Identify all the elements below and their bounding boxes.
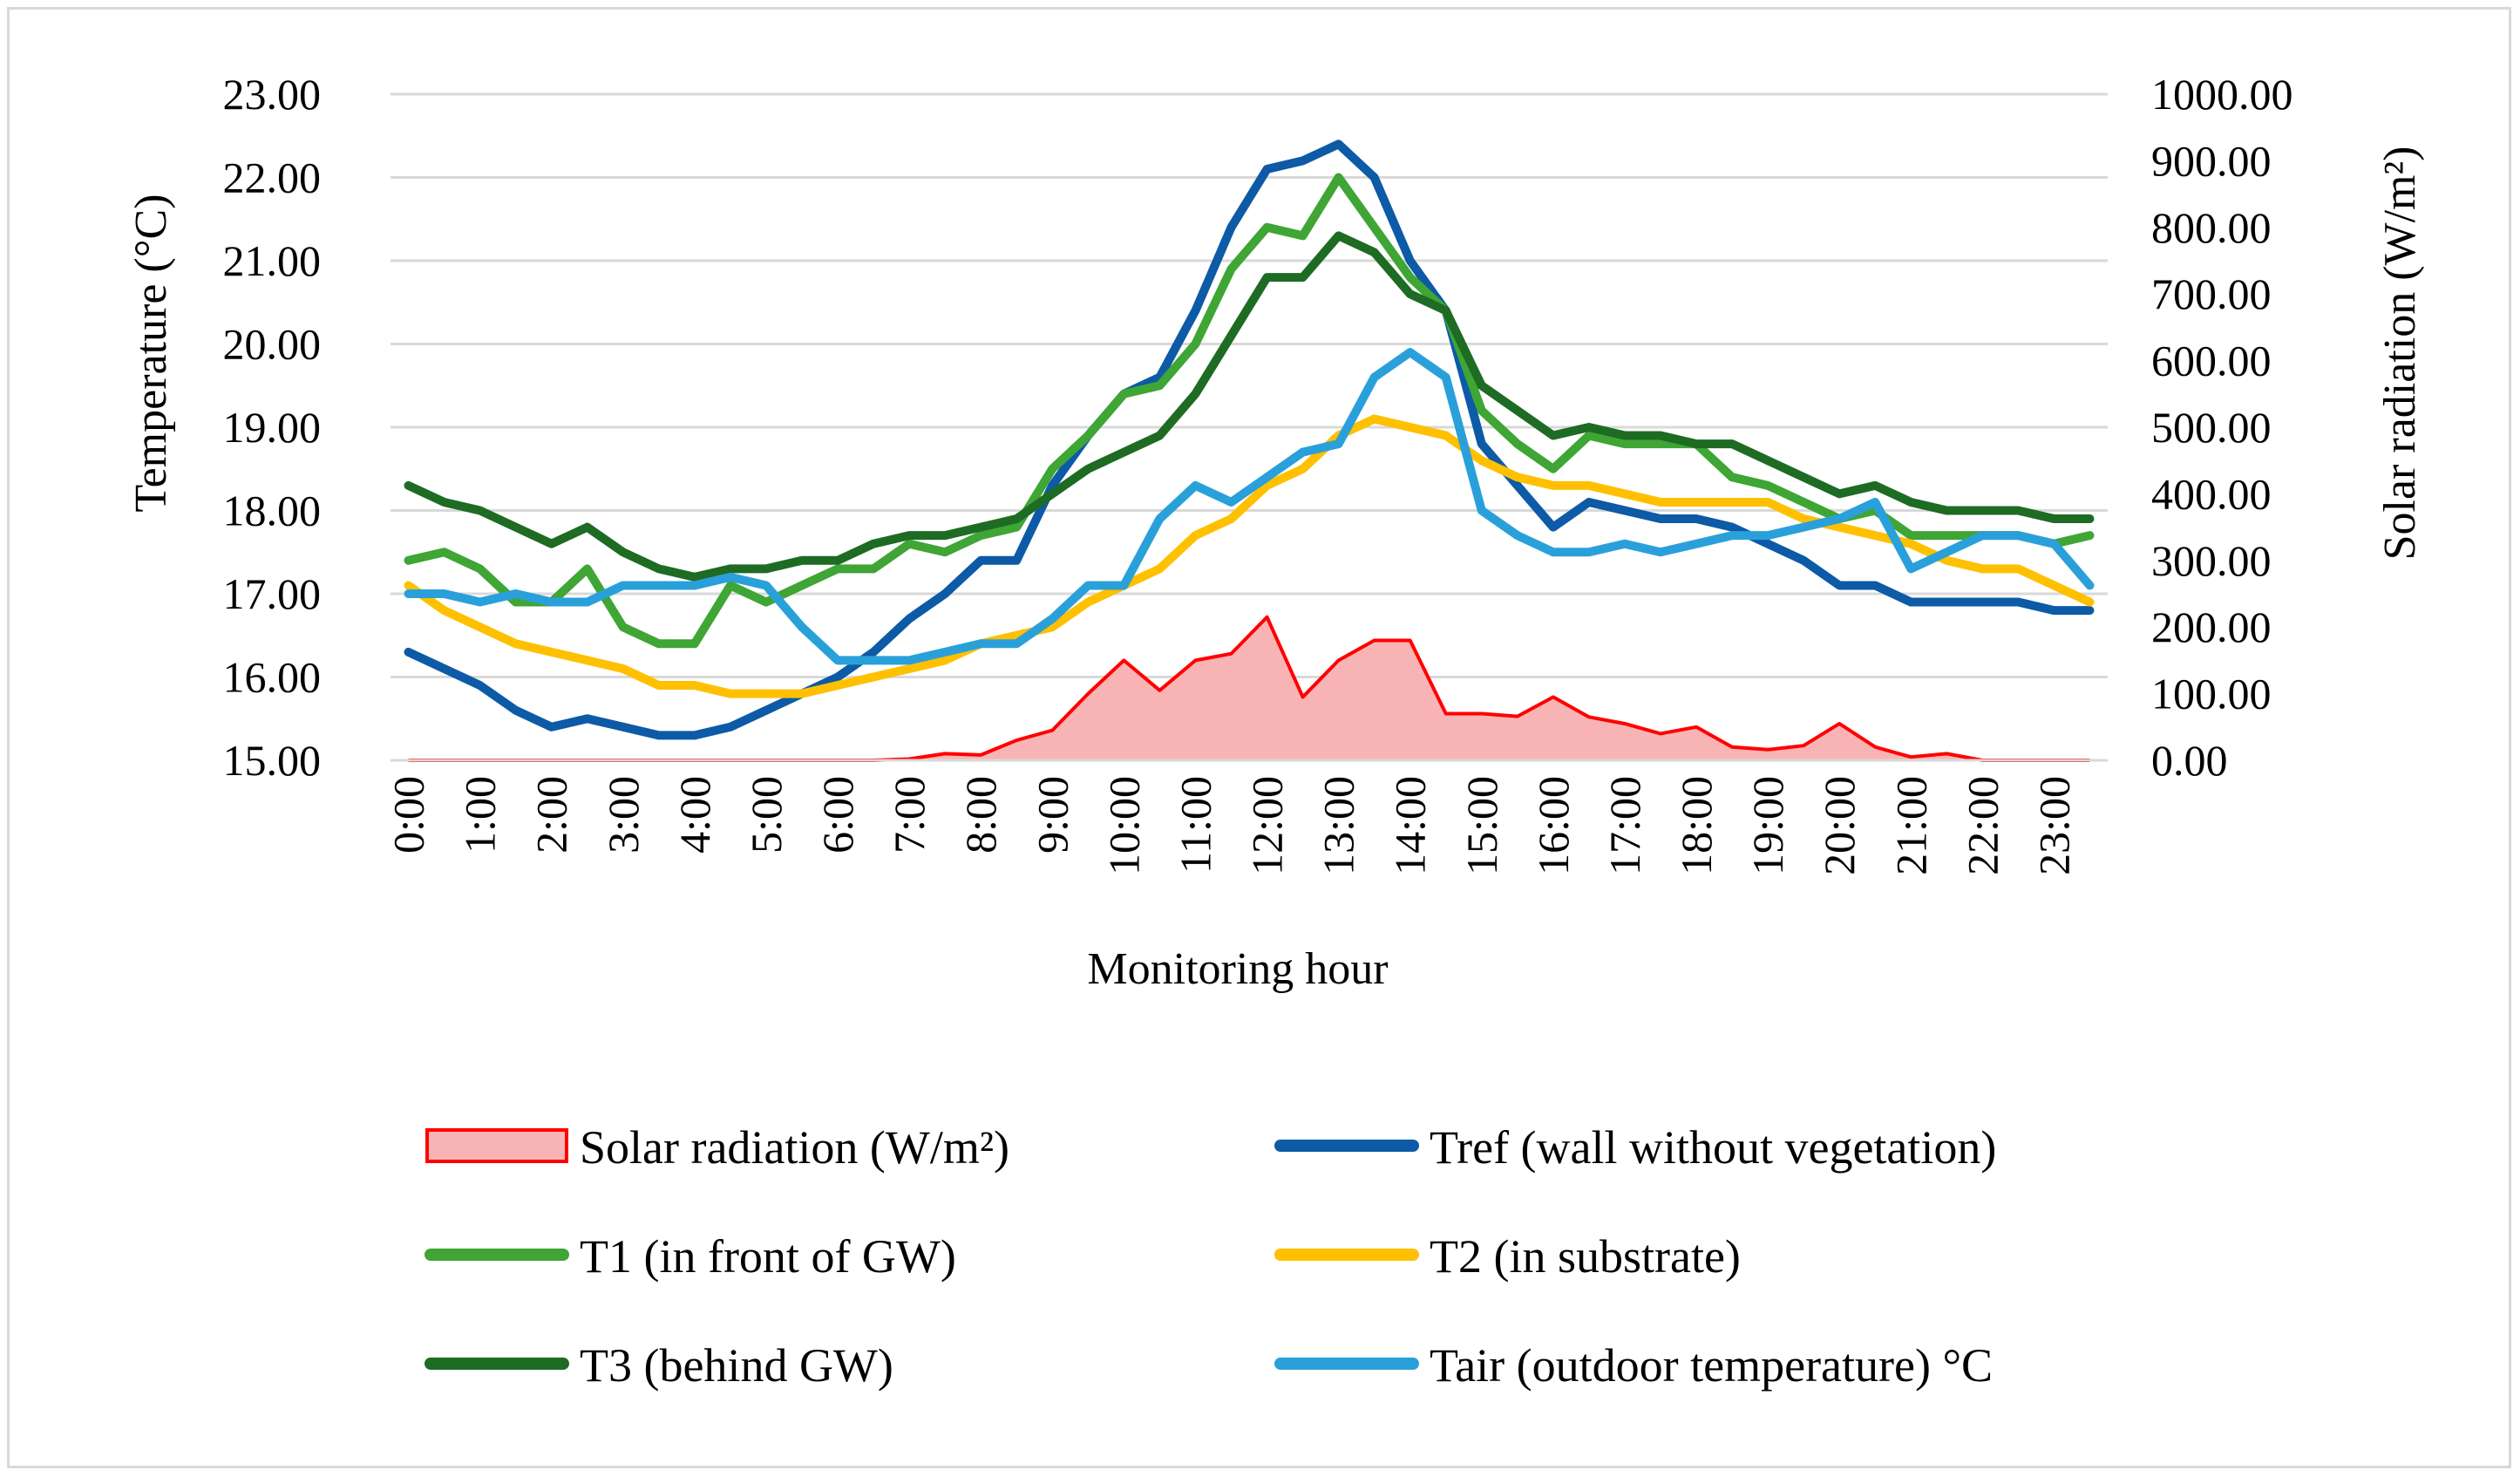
y-axis-title: Temperature (°C) [126, 194, 176, 512]
x-tick-label: 8:00 [956, 776, 1005, 854]
x-tick-label: 22:00 [1958, 776, 2007, 875]
legend-label-tref: Tref (wall without vegetation) [1430, 1121, 1996, 1174]
y2-tick-label: 1000.00 [2151, 70, 2293, 119]
solar-radiation-area [408, 616, 2090, 760]
y2-tick-label: 0.00 [2151, 736, 2228, 785]
y-tick-label: 17.00 [223, 569, 322, 618]
x-tick-label: 7:00 [885, 776, 934, 854]
x-tick-label: 4:00 [670, 776, 719, 854]
y-tick-label: 18.00 [223, 487, 322, 535]
y-tick-label: 20.00 [223, 320, 322, 369]
x-tick-label: 21:00 [1886, 776, 1935, 875]
x-tick-label: 11:00 [1171, 776, 1219, 874]
series-line-t3 [404, 231, 2095, 582]
y2-tick-label: 900.00 [2151, 136, 2272, 185]
x-tick-label: 20:00 [1815, 776, 1864, 875]
x-tick-label: 6:00 [813, 776, 862, 854]
x-tick-label: 23:00 [2029, 776, 2078, 875]
x-tick-label: 14:00 [1386, 776, 1435, 875]
y-tick-label: 22.00 [223, 153, 322, 202]
y2-tick-label: 400.00 [2151, 469, 2272, 518]
series-line-t2 [404, 414, 2095, 698]
y2-tick-label: 700.00 [2151, 269, 2272, 318]
x-tick-label: 3:00 [599, 776, 648, 854]
y2-tick-label: 100.00 [2151, 670, 2272, 718]
x-tick-label: 1:00 [456, 776, 505, 854]
x-axis-title: Monitoring hour [1087, 944, 1388, 994]
x-tick-label: 12:00 [1243, 776, 1292, 875]
x-axis-ticks: 0:00 1:00 2:00 3:00 4:00 5:00 6:00 7:00 8:00 9:00… [384, 776, 2079, 875]
x-tick-label: 10:00 [1099, 776, 1148, 875]
legend-label-t1: T1 (in front of GW) [580, 1230, 956, 1283]
y2-axis-title: Solar radiation (W/m²) [2375, 146, 2425, 561]
y2-tick-label: 200.00 [2151, 602, 2272, 651]
x-tick-label: 13:00 [1314, 776, 1363, 875]
x-tick-label: 19:00 [1743, 776, 1792, 875]
y2-tick-label: 300.00 [2151, 536, 2272, 585]
x-tick-label: 16:00 [1529, 776, 1578, 875]
legend-label-t2: T2 (in substrate) [1430, 1230, 1741, 1283]
y2-tick-label: 600.00 [2151, 337, 2272, 385]
x-tick-label: 2:00 [527, 776, 576, 854]
series-line-tair [404, 348, 2095, 665]
right-axis-ticks: 0.00 100.00 200.00 300.00 400.00 500.00 600.00… [2151, 70, 2293, 785]
series-line-tref [404, 140, 2095, 740]
legend-label-t3: T3 (behind GW) [580, 1339, 893, 1392]
line-series-layer [404, 140, 2095, 740]
y-tick-label: 16.00 [223, 653, 322, 702]
x-tick-label: 17:00 [1600, 776, 1649, 875]
y2-tick-label: 500.00 [2151, 403, 2272, 452]
series-line-t1 [404, 173, 2095, 649]
gridlines [391, 92, 2108, 678]
legend-label-solar: Solar radiation (W/m²) [580, 1121, 1009, 1174]
legend-label-tair: Tair (outdoor temperature) °C [1430, 1339, 1993, 1392]
y-tick-label: 15.00 [223, 736, 322, 785]
legend-swatch-solar [425, 1128, 568, 1163]
left-axis-ticks: 15.00 16.00 17.00 18.00 19.00 20.00 21.00 22.00… [223, 70, 322, 785]
x-tick-label: 0:00 [384, 776, 433, 854]
legend: Solar radiation (W/m²) Tref (wall without… [425, 1121, 1996, 1392]
x-tick-label: 18:00 [1672, 776, 1721, 875]
x-tick-label: 5:00 [742, 776, 791, 854]
y-tick-label: 23.00 [223, 70, 322, 119]
y2-tick-label: 800.00 [2151, 203, 2272, 252]
x-tick-label: 15:00 [1457, 776, 1506, 875]
x-tick-label: 9:00 [1028, 776, 1077, 854]
y-tick-label: 19.00 [223, 403, 322, 452]
y-tick-label: 21.00 [223, 236, 322, 285]
